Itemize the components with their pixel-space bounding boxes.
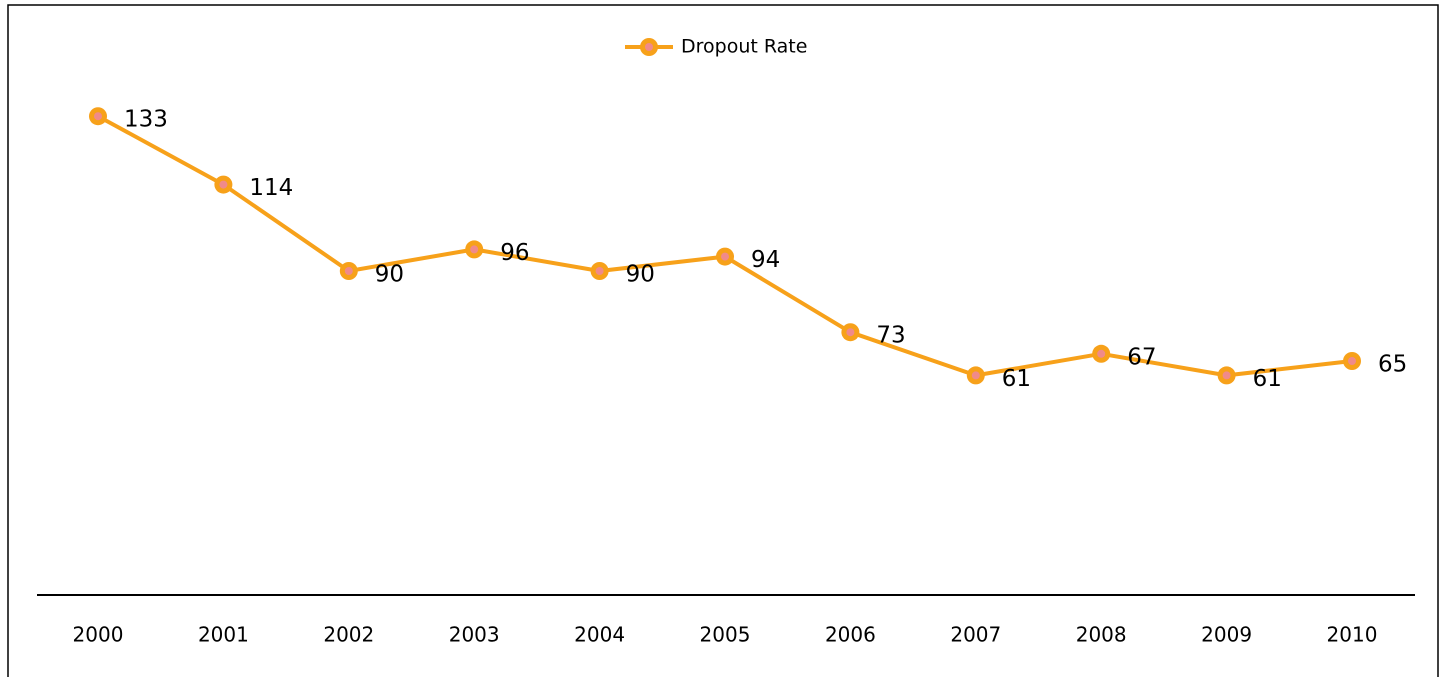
- marker-center: [595, 267, 604, 275]
- marker-center: [846, 328, 855, 337]
- data-label: 65: [1378, 352, 1407, 378]
- x-tick-label: 2010: [1327, 623, 1378, 647]
- marker-center: [1097, 349, 1106, 358]
- marker-center: [344, 267, 353, 275]
- legend-label: Dropout Rate: [681, 36, 807, 58]
- marker-center: [971, 371, 980, 380]
- data-label: 90: [375, 262, 404, 288]
- x-tick-label: 2008: [1076, 623, 1127, 647]
- marker-center: [219, 180, 228, 189]
- data-label: 90: [626, 262, 655, 288]
- x-tick-label: 2009: [1201, 623, 1252, 647]
- x-tick-label: 2005: [700, 623, 751, 647]
- data-label: 73: [876, 323, 905, 349]
- marker-center: [1348, 357, 1356, 365]
- data-label: 96: [500, 240, 529, 266]
- marker-center: [721, 252, 729, 261]
- data-label: 114: [249, 175, 293, 201]
- data-label: 61: [1002, 366, 1031, 392]
- x-tick-label: 2001: [198, 623, 249, 647]
- x-tick-label: 2004: [574, 623, 625, 647]
- marker-center: [94, 112, 102, 121]
- data-label: 67: [1127, 344, 1156, 370]
- x-tick-label: 2006: [825, 623, 876, 647]
- data-label: 133: [124, 107, 168, 133]
- x-tick-label: 2000: [73, 623, 124, 647]
- x-tick-label: 2002: [323, 623, 374, 647]
- chart-frame: [7, 4, 1439, 681]
- x-tick-label: 2007: [950, 623, 1001, 647]
- data-label: 94: [751, 247, 780, 273]
- legend-marker-center: [645, 43, 653, 51]
- data-label: 61: [1253, 366, 1282, 392]
- marker-center: [470, 245, 479, 254]
- marker-center: [1222, 371, 1231, 380]
- x-tick-label: 2003: [449, 623, 500, 647]
